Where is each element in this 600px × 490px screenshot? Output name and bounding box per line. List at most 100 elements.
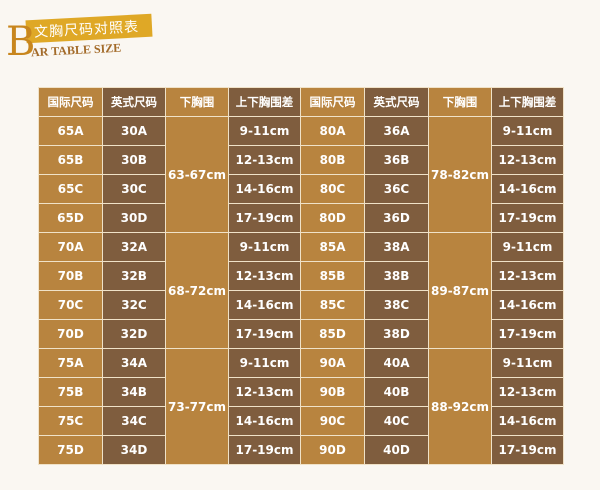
bust-difference: 9-11cm <box>228 232 301 262</box>
intl-size: 70A <box>38 232 103 262</box>
uk-size: 32D <box>102 319 166 349</box>
table-row: 75C 34C 14-16cm 90C 40C 14-16cm <box>38 406 564 436</box>
column-header: 上下胸围差 <box>228 87 301 117</box>
uk-size: 32B <box>102 261 166 291</box>
bust-difference: 12-13cm <box>228 261 301 291</box>
bust-difference: 12-13cm <box>491 377 564 407</box>
table-row: 70C 32C 14-16cm 85C 38C 14-16cm <box>38 290 564 320</box>
bust-difference: 17-19cm <box>491 319 564 349</box>
table-row: 65B 30B 12-13cm 80B 36B 12-13cm <box>38 145 564 175</box>
uk-size: 40B <box>364 377 429 407</box>
intl-size: 85C <box>300 290 365 320</box>
intl-size: 70B <box>38 261 103 291</box>
column-header: 国际尺码 <box>38 87 103 117</box>
bust-difference: 9-11cm <box>228 348 301 378</box>
title-en: AR TABLE SIZE <box>30 40 122 60</box>
uk-size: 32A <box>102 232 166 262</box>
uk-size: 30C <box>102 174 166 204</box>
table-row: 75A 34A 73-77cm 9-11cm 90A 40A 88-92cm 9-11cm <box>38 348 564 465</box>
uk-size: 30D <box>102 203 166 233</box>
header-row: 国际尺码 英式尺码 下胸围 上下胸围差 国际尺码 英式尺码 下胸围 上下胸围差 <box>38 87 564 117</box>
bust-difference: 12-13cm <box>491 261 564 291</box>
intl-size: 70C <box>38 290 103 320</box>
uk-size: 34D <box>102 435 166 465</box>
bust-difference: 14-16cm <box>491 174 564 204</box>
uk-size: 34C <box>102 406 166 436</box>
column-header: 英式尺码 <box>364 87 429 117</box>
bust-difference: 14-16cm <box>491 406 564 436</box>
uk-size: 34B <box>102 377 166 407</box>
uk-size: 40D <box>364 435 429 465</box>
underbust: 78-82cm <box>428 116 492 233</box>
bust-difference: 14-16cm <box>491 290 564 320</box>
intl-size: 65B <box>38 145 103 175</box>
column-header: 国际尺码 <box>300 87 365 117</box>
column-header: 上下胸围差 <box>491 87 564 117</box>
uk-size: 34A <box>102 348 166 378</box>
bust-difference: 12-13cm <box>491 145 564 175</box>
column-header: 英式尺码 <box>102 87 166 117</box>
intl-size: 75D <box>38 435 103 465</box>
uk-size: 38A <box>364 232 429 262</box>
bust-difference: 17-19cm <box>491 203 564 233</box>
intl-size: 85A <box>300 232 365 262</box>
intl-size: 90D <box>300 435 365 465</box>
uk-size: 38B <box>364 261 429 291</box>
bust-difference: 12-13cm <box>228 145 301 175</box>
underbust: 89-87cm <box>428 232 492 349</box>
table-row: 70A 32A 68-72cm 9-11cm 85A 38A 89-87cm 9-11cm <box>38 232 564 349</box>
uk-size: 36C <box>364 174 429 204</box>
bust-difference: 9-11cm <box>491 348 564 378</box>
intl-size: 85B <box>300 261 365 291</box>
table-row: 70D 32D 17-19cm 85D 38D 17-19cm <box>38 319 564 349</box>
uk-size: 32C <box>102 290 166 320</box>
size-table: 国际尺码 英式尺码 下胸围 上下胸围差 国际尺码 英式尺码 下胸围 上下胸围差 65A 30A 6… <box>38 87 564 465</box>
intl-size: 65A <box>38 116 103 146</box>
table-row: 75B 34B 12-13cm 90B 40B 12-13cm <box>38 377 564 407</box>
table-row: 65D 30D 17-19cm 80D 36D 17-19cm <box>38 203 564 233</box>
intl-size: 65C <box>38 174 103 204</box>
bust-difference: 17-19cm <box>228 203 301 233</box>
underbust: 88-92cm <box>428 348 492 465</box>
uk-size: 30B <box>102 145 166 175</box>
column-header: 下胸围 <box>428 87 492 117</box>
table-row: 65A 30A 63-67cm 9-11cm 80A 36A 78-82cm 9-11cm <box>38 116 564 233</box>
intl-size: 75C <box>38 406 103 436</box>
column-header: 下胸围 <box>165 87 229 117</box>
bust-difference: 17-19cm <box>228 435 301 465</box>
title-letter: B <box>6 19 36 65</box>
uk-size: 38D <box>364 319 429 349</box>
intl-size: 75B <box>38 377 103 407</box>
uk-size: 40A <box>364 348 429 378</box>
intl-size: 80B <box>300 145 365 175</box>
uk-size: 30A <box>102 116 166 146</box>
bust-difference: 14-16cm <box>228 406 301 436</box>
intl-size: 80D <box>300 203 365 233</box>
bust-difference: 9-11cm <box>491 232 564 262</box>
bust-difference: 12-13cm <box>228 377 301 407</box>
uk-size: 36D <box>364 203 429 233</box>
intl-size: 90A <box>300 348 365 378</box>
intl-size: 65D <box>38 203 103 233</box>
underbust: 73-77cm <box>165 348 229 465</box>
intl-size: 85D <box>300 319 365 349</box>
intl-size: 90B <box>300 377 365 407</box>
intl-size: 70D <box>38 319 103 349</box>
bust-difference: 14-16cm <box>228 290 301 320</box>
table-row: 75D 34D 17-19cm 90D 40D 17-19cm <box>38 435 564 465</box>
uk-size: 36B <box>364 145 429 175</box>
intl-size: 80C <box>300 174 365 204</box>
bust-difference: 17-19cm <box>491 435 564 465</box>
intl-size: 80A <box>300 116 365 146</box>
uk-size: 36A <box>364 116 429 146</box>
bust-difference: 9-11cm <box>491 116 564 146</box>
table-row: 65C 30C 14-16cm 80C 36C 14-16cm <box>38 174 564 204</box>
uk-size: 40C <box>364 406 429 436</box>
uk-size: 38C <box>364 290 429 320</box>
intl-size: 90C <box>300 406 365 436</box>
bust-difference: 17-19cm <box>228 319 301 349</box>
intl-size: 75A <box>38 348 103 378</box>
bust-difference: 14-16cm <box>228 174 301 204</box>
bust-difference: 9-11cm <box>228 116 301 146</box>
underbust: 68-72cm <box>165 232 229 349</box>
